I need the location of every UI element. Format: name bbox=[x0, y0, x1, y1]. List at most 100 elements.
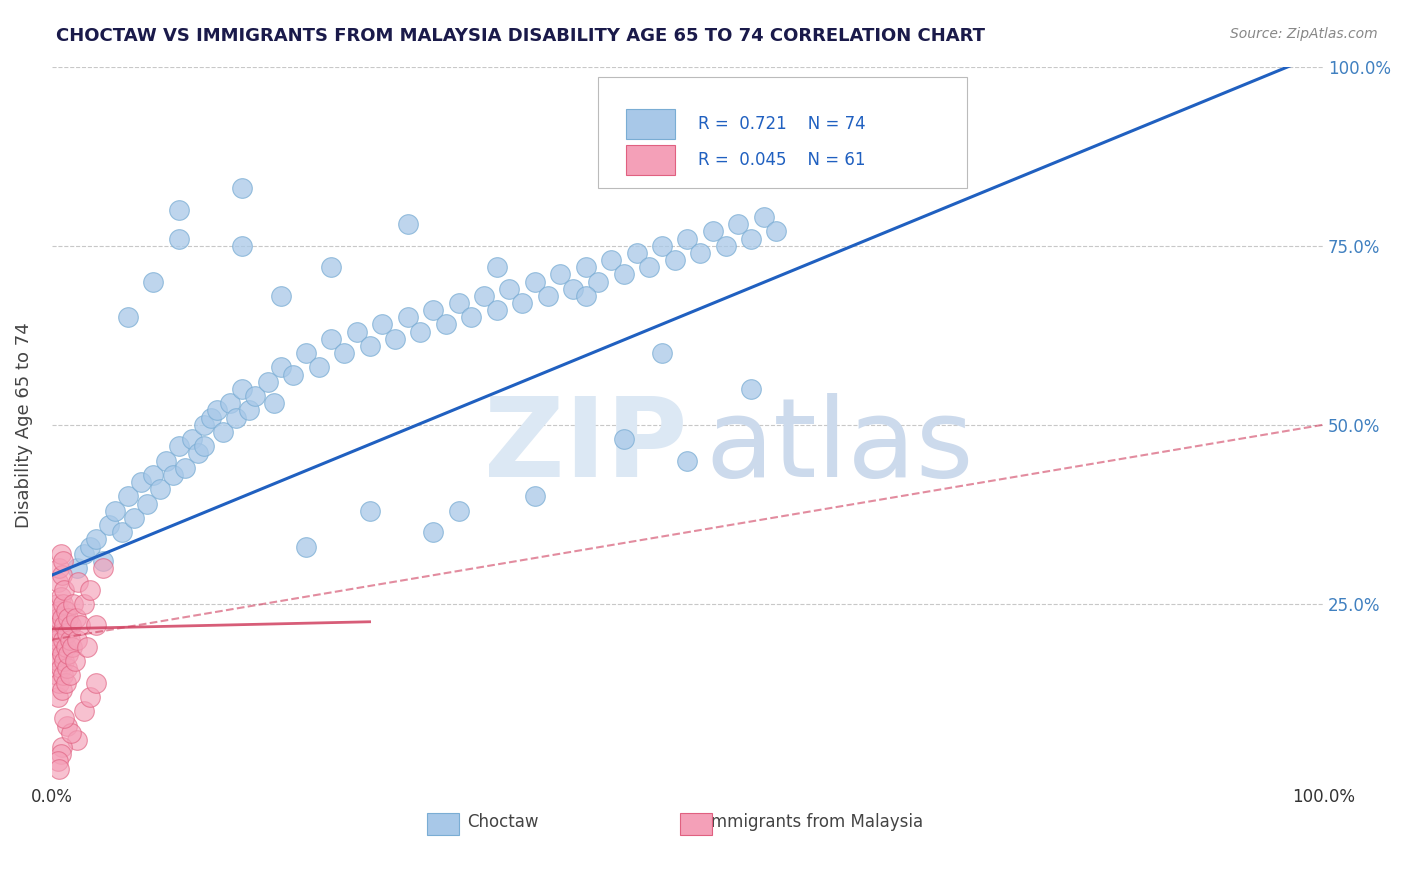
Point bbox=[765, 224, 787, 238]
Point bbox=[714, 238, 737, 252]
Point bbox=[56, 718, 79, 732]
Point bbox=[359, 504, 381, 518]
Text: Immigrants from Malaysia: Immigrants from Malaysia bbox=[706, 814, 924, 831]
Point bbox=[46, 575, 69, 590]
Point bbox=[174, 460, 197, 475]
Point bbox=[46, 611, 69, 625]
Point bbox=[263, 396, 285, 410]
Point bbox=[295, 346, 318, 360]
Point bbox=[79, 582, 101, 597]
Point bbox=[46, 690, 69, 704]
Point bbox=[167, 231, 190, 245]
Point bbox=[56, 661, 79, 675]
Point bbox=[283, 368, 305, 382]
Point bbox=[51, 568, 73, 582]
Point bbox=[72, 547, 94, 561]
Point bbox=[702, 224, 724, 238]
Point bbox=[371, 318, 394, 332]
Point bbox=[104, 504, 127, 518]
Point bbox=[676, 231, 699, 245]
Point bbox=[111, 525, 134, 540]
Point bbox=[53, 654, 76, 668]
Point bbox=[167, 439, 190, 453]
Point bbox=[225, 410, 247, 425]
Point bbox=[321, 260, 343, 275]
Point bbox=[72, 597, 94, 611]
Point bbox=[129, 475, 152, 489]
Point bbox=[46, 755, 69, 769]
Point bbox=[59, 618, 82, 632]
Point bbox=[472, 289, 495, 303]
Point bbox=[49, 590, 72, 604]
Point bbox=[97, 518, 120, 533]
Point bbox=[49, 661, 72, 675]
Bar bbox=[627, 109, 675, 139]
Point bbox=[66, 561, 89, 575]
Bar bbox=[681, 813, 711, 835]
Point bbox=[485, 303, 508, 318]
Point bbox=[613, 432, 636, 446]
Point bbox=[79, 690, 101, 704]
Point bbox=[218, 396, 240, 410]
Point bbox=[193, 439, 215, 453]
Point bbox=[117, 310, 139, 325]
Text: Choctaw: Choctaw bbox=[467, 814, 538, 831]
Point bbox=[91, 554, 114, 568]
Point bbox=[575, 289, 598, 303]
Point bbox=[626, 245, 648, 260]
Text: CHOCTAW VS IMMIGRANTS FROM MALAYSIA DISABILITY AGE 65 TO 74 CORRELATION CHART: CHOCTAW VS IMMIGRANTS FROM MALAYSIA DISA… bbox=[56, 27, 986, 45]
Point bbox=[308, 360, 330, 375]
Point bbox=[167, 202, 190, 217]
Point bbox=[270, 289, 292, 303]
Point bbox=[676, 453, 699, 467]
Point bbox=[60, 640, 83, 654]
Point bbox=[562, 282, 585, 296]
Point bbox=[638, 260, 661, 275]
Point bbox=[52, 668, 75, 682]
Point bbox=[149, 482, 172, 496]
Point bbox=[69, 618, 91, 632]
Point bbox=[51, 740, 73, 755]
Point bbox=[270, 360, 292, 375]
Point bbox=[613, 268, 636, 282]
Point bbox=[205, 403, 228, 417]
Point bbox=[409, 325, 432, 339]
Point bbox=[231, 238, 253, 252]
Point bbox=[58, 632, 80, 647]
Point bbox=[48, 762, 70, 776]
Point bbox=[45, 647, 67, 661]
Point bbox=[58, 611, 80, 625]
Point bbox=[740, 382, 762, 396]
Point bbox=[84, 675, 107, 690]
Point bbox=[212, 425, 235, 439]
Point bbox=[48, 640, 70, 654]
Point bbox=[48, 604, 70, 618]
Point bbox=[485, 260, 508, 275]
Point bbox=[53, 618, 76, 632]
Point bbox=[550, 268, 572, 282]
Point bbox=[333, 346, 356, 360]
Point bbox=[45, 668, 67, 682]
Point bbox=[58, 668, 80, 682]
Text: R =  0.045    N = 61: R = 0.045 N = 61 bbox=[697, 151, 865, 169]
Point bbox=[84, 533, 107, 547]
Point bbox=[91, 561, 114, 575]
Point bbox=[187, 446, 209, 460]
Point bbox=[575, 260, 598, 275]
Point bbox=[66, 632, 89, 647]
Point bbox=[55, 604, 77, 618]
Point bbox=[46, 654, 69, 668]
Point bbox=[523, 490, 546, 504]
Point bbox=[651, 346, 673, 360]
Point bbox=[51, 611, 73, 625]
Point bbox=[45, 632, 67, 647]
Point bbox=[53, 582, 76, 597]
Y-axis label: Disability Age 65 to 74: Disability Age 65 to 74 bbox=[15, 322, 32, 528]
Point bbox=[180, 432, 202, 446]
Point bbox=[434, 318, 457, 332]
Point bbox=[48, 561, 70, 575]
Text: ZIP: ZIP bbox=[484, 392, 688, 500]
Point bbox=[257, 375, 280, 389]
Point bbox=[67, 575, 90, 590]
Point bbox=[600, 252, 623, 267]
